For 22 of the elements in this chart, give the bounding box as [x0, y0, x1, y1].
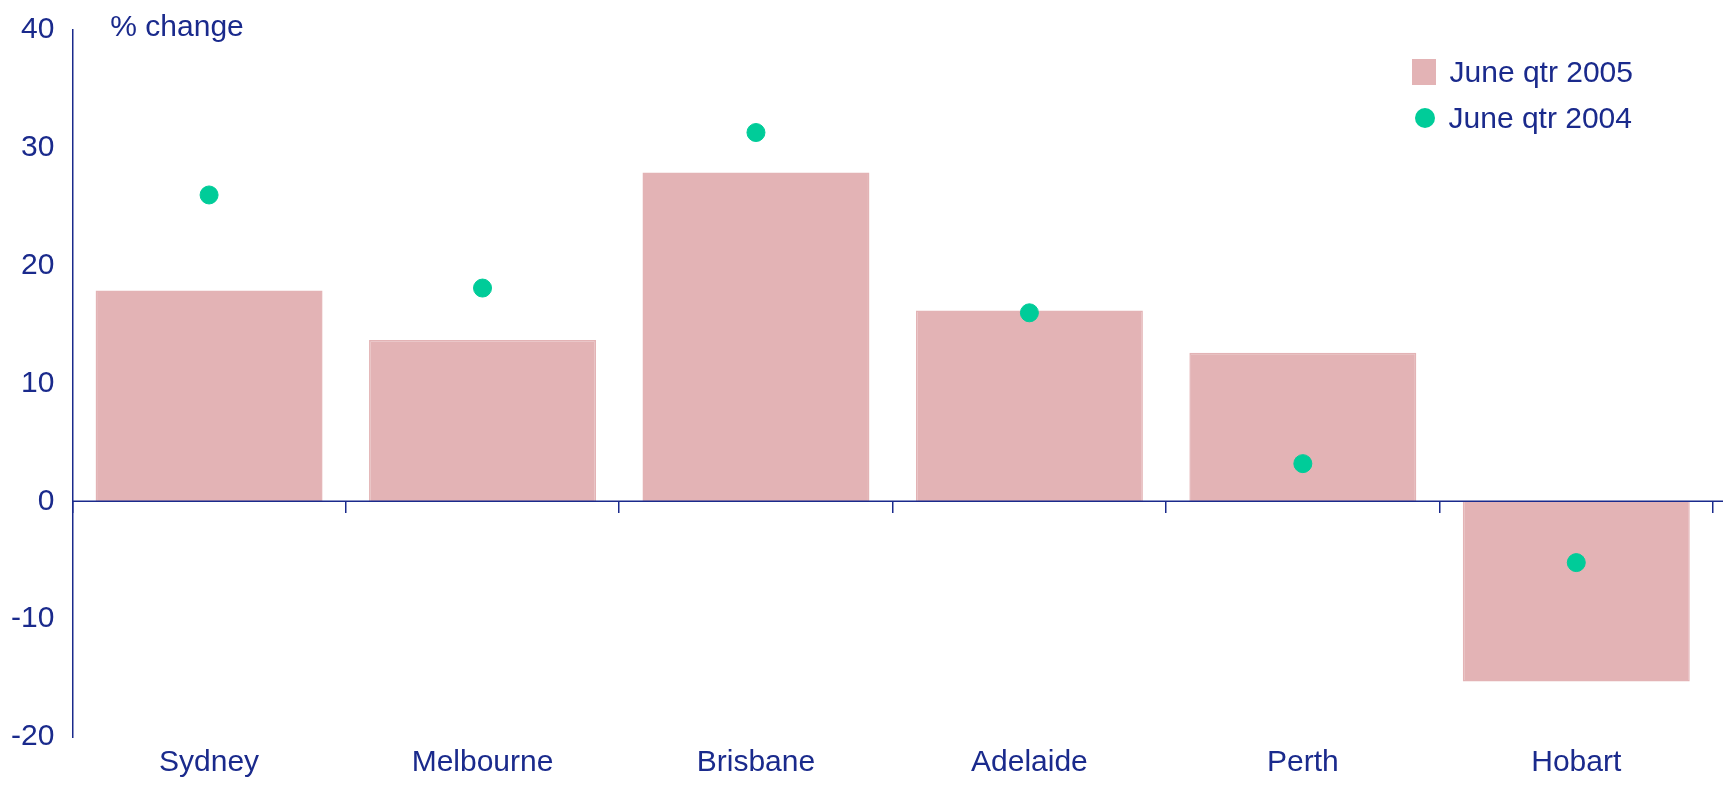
legend-label: June qtr 2005 — [1449, 55, 1633, 89]
x-tick-label: Sydney — [159, 744, 260, 778]
point — [473, 278, 493, 298]
legend-label: June qtr 2004 — [1448, 101, 1632, 135]
y-tick-label: -10 — [11, 600, 55, 634]
y-tick-label: 20 — [20, 246, 55, 280]
x-tick-label: Adelaide — [971, 744, 1088, 778]
y-tick-label: 10 — [20, 364, 55, 398]
y-axis-title: % change — [110, 9, 244, 43]
x-tick-label: Perth — [1266, 744, 1339, 778]
point — [746, 123, 766, 143]
y-tick-label: 40 — [20, 11, 55, 45]
y-tick-label: 30 — [20, 129, 55, 163]
point — [1566, 553, 1586, 573]
point — [199, 185, 219, 205]
x-tick-label: Hobart — [1531, 744, 1622, 778]
y-tick-label: 0 — [37, 482, 55, 516]
point — [1019, 303, 1039, 323]
x-tick-label: Brisbane — [696, 744, 816, 778]
x-tick-label: Melbourne — [411, 744, 554, 778]
y-tick-label: -20 — [11, 718, 55, 752]
point — [1293, 454, 1313, 474]
